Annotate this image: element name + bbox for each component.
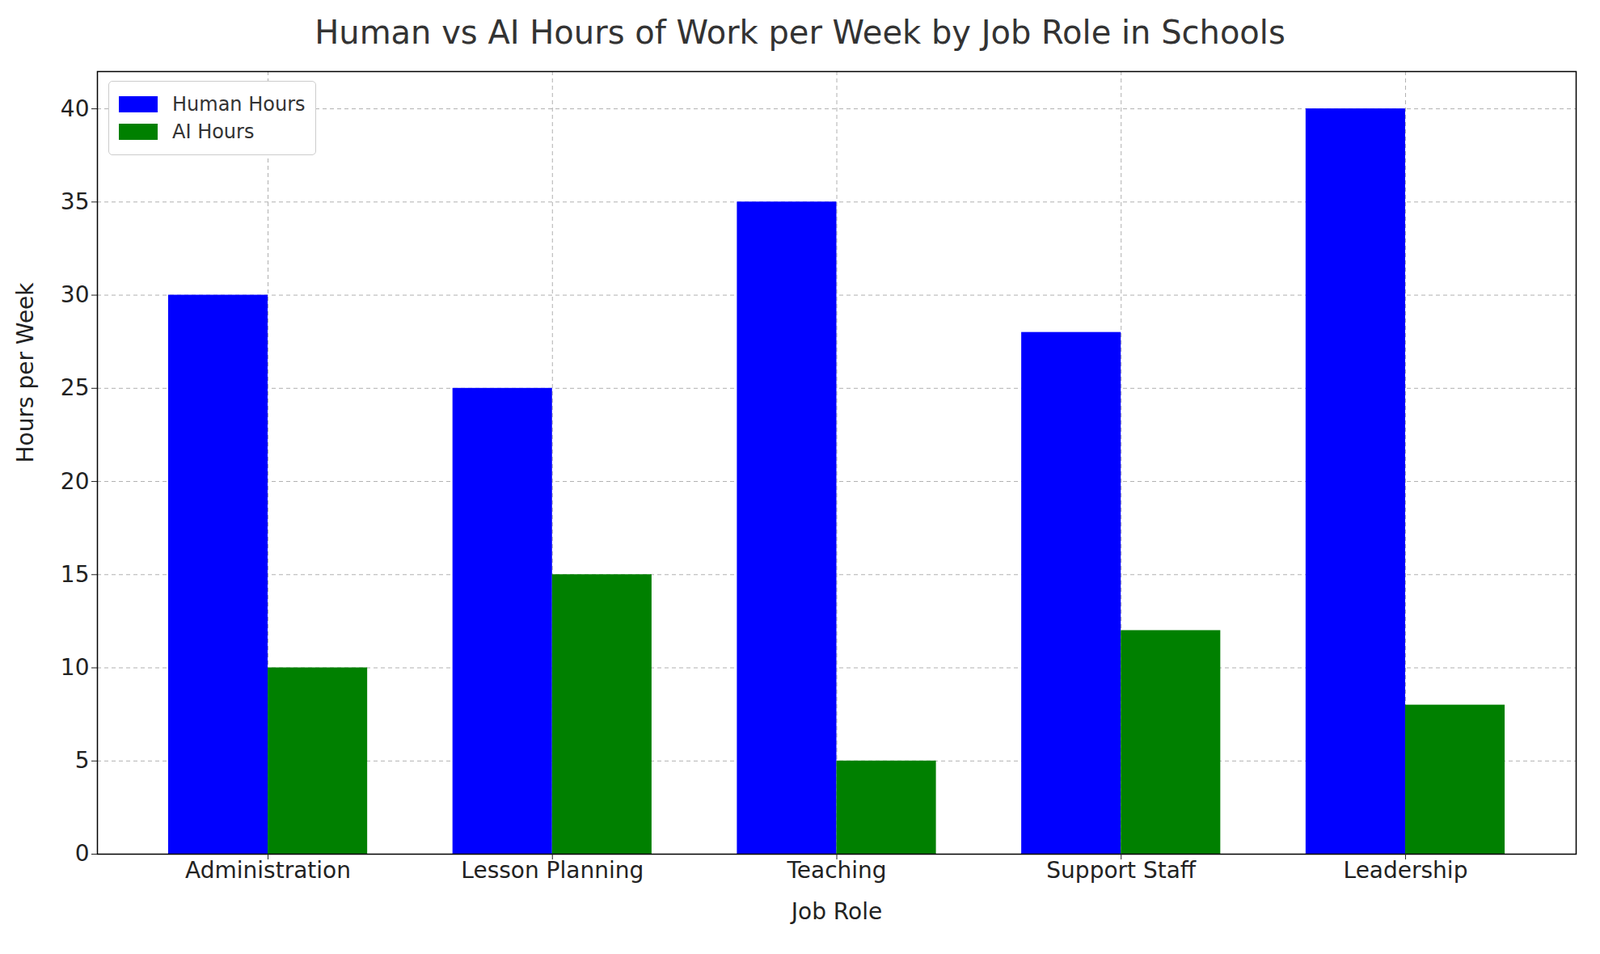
svg-text:Job Role: Job Role (789, 898, 883, 925)
html-text:Human Hours: Human Hours (172, 92, 306, 116)
svg-text:25: 25 (60, 374, 90, 402)
svg-text:35: 35 (60, 188, 90, 216)
svg-text:5: 5 (75, 747, 90, 774)
html-text:Human vs AI Hours of Work per: Human vs AI Hours of Work per Week by Jo… (314, 13, 1286, 51)
svg-text:40: 40 (60, 95, 90, 123)
svg-text:Hours per Week: Hours per Week (12, 282, 39, 464)
svg-text:Administration: Administration (185, 856, 351, 884)
svg-text:30: 30 (60, 281, 90, 309)
svg-text:0: 0 (75, 840, 90, 867)
svg-text:Teaching: Teaching (785, 856, 887, 884)
svg-text:15: 15 (60, 561, 90, 588)
svg-text:Support Staff: Support Staff (1046, 856, 1196, 884)
svg-text:Leadership: Leadership (1343, 856, 1469, 884)
svg-text:10: 10 (60, 654, 90, 681)
svg-text:Lesson Planning: Lesson Planning (460, 856, 644, 884)
html-text:AI Hours: AI Hours (172, 120, 255, 144)
svg-text:20: 20 (60, 468, 90, 495)
